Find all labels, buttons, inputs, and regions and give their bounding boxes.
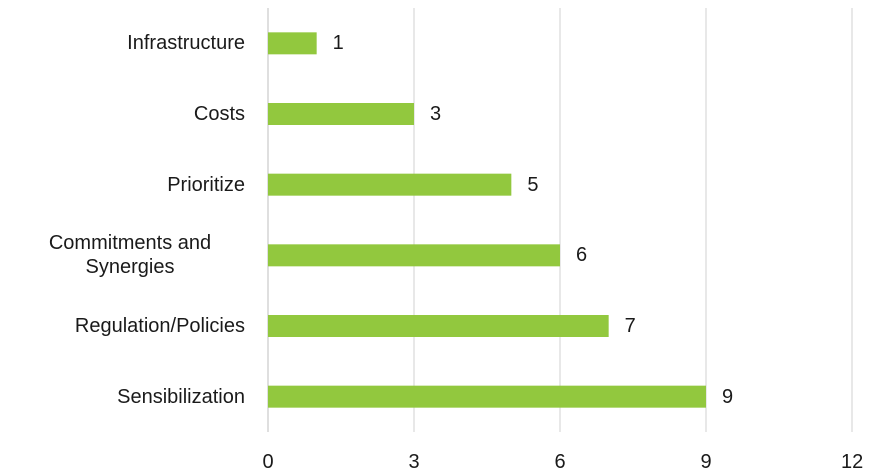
data-label: 7 [624,315,636,337]
y-tick-label: Costs [193,103,245,125]
y-tick-label: Prioritize [167,173,245,196]
x-tick-label: 6 [554,451,566,473]
bar [268,173,512,196]
bar [268,385,706,408]
bar [268,32,317,55]
x-tick-label: 12 [841,451,864,473]
data-label: 1 [332,32,344,55]
bar [268,103,414,125]
bar [268,244,560,267]
y-tick-label-box: Sensibilization [117,385,245,409]
data-label: 6 [576,244,588,267]
y-tick-label-box: Prioritize [167,173,245,197]
data-label: 5 [527,173,539,196]
y-tick-label: Regulation/Policies [74,315,245,337]
y-tick-label-box: Infrastructure [127,31,245,55]
y-tick-label: Sensibilization [117,385,245,408]
y-tick-label: Commitments and Synergies [48,232,212,279]
y-tick-label-box: Commitments and Synergies [15,231,245,279]
y-tick-label-box: Regulation/Policies [75,314,245,338]
x-tick-label: 0 [262,451,274,473]
bar [268,315,609,337]
x-tick-label: 9 [700,451,712,473]
y-tick-label-box: Costs [194,102,245,126]
data-label: 3 [430,103,442,125]
data-label: 9 [722,385,734,408]
y-tick-label: Infrastructure [127,32,245,55]
x-tick-label: 3 [408,451,420,473]
